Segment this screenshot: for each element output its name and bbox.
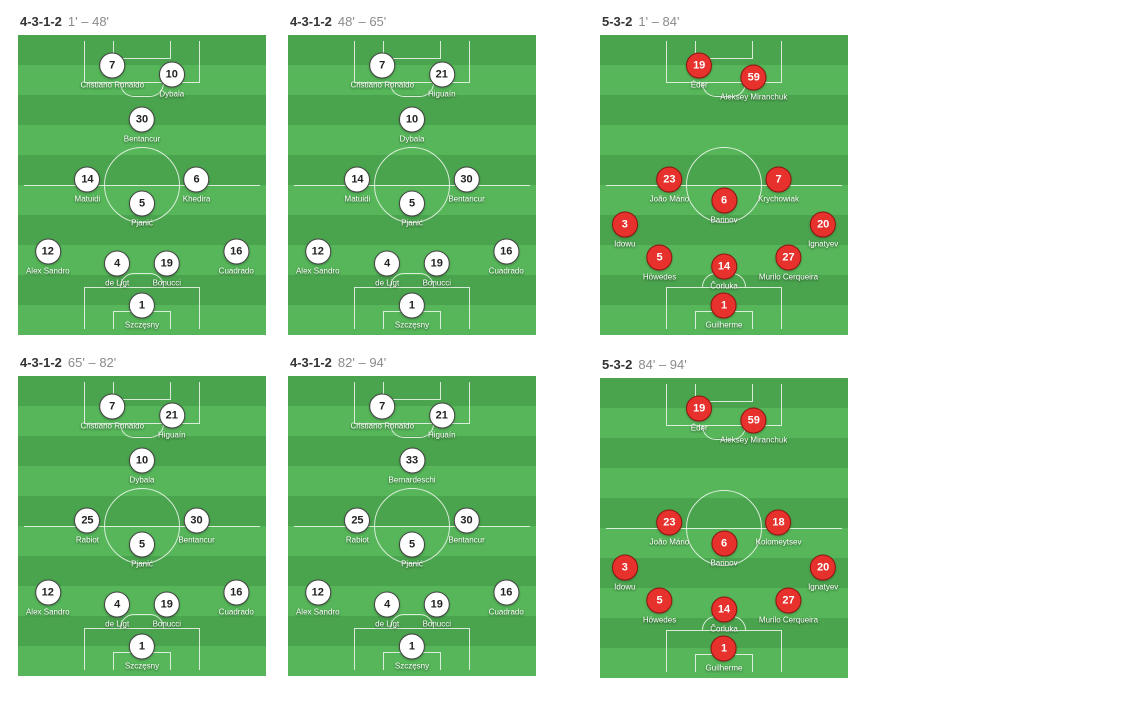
lineup-header: 4-3-1-2 82' – 94' xyxy=(288,355,536,370)
pitch: 7Cristiano Ronaldo21Higuaín10Dybala14Mat… xyxy=(288,35,536,335)
formation-label: 5-3-2 xyxy=(602,357,632,372)
time-range-label: 1' – 48' xyxy=(68,14,109,29)
pitch: 19Éder59Aleksey Miranchuk23João Mário7Kr… xyxy=(600,35,848,335)
lineup-card: 4-3-1-2 82' – 94' 7Cristiano Ronaldo21Hig… xyxy=(288,355,536,678)
lineup-header: 4-3-1-2 48' – 65' xyxy=(288,14,536,29)
formation-label: 4-3-1-2 xyxy=(20,355,62,370)
lineup-header: 4-3-1-2 65' – 82' xyxy=(18,355,266,370)
team-right-lineups: 5-3-2 1' – 84' 19Éder59Aleksey Miranchuk2… xyxy=(600,14,1100,678)
pitch: 19Éder59Aleksey Miranchuk23João Mário18K… xyxy=(600,378,848,678)
time-range-label: 82' – 94' xyxy=(338,355,386,370)
time-range-label: 65' – 82' xyxy=(68,355,116,370)
lineup-card: 5-3-2 84' – 94' 19Éder59Aleksey Miranchuk… xyxy=(600,357,848,678)
time-range-label: 48' – 65' xyxy=(338,14,386,29)
formation-label: 4-3-1-2 xyxy=(290,355,332,370)
lineup-card: 5-3-2 1' – 84' 19Éder59Aleksey Miranchuk2… xyxy=(600,14,848,335)
lineup-header: 5-3-2 1' – 84' xyxy=(600,14,848,29)
lineup-grid: 4-3-1-2 1' – 48' 7Cristiano Ronaldo10Dyba… xyxy=(18,14,1118,678)
time-range-label: 84' – 94' xyxy=(638,357,686,372)
pitch: 7Cristiano Ronaldo21Higuaín10Dybala25Rab… xyxy=(18,376,266,676)
formation-label: 5-3-2 xyxy=(602,14,632,29)
lineup-card: 4-3-1-2 65' – 82' 7Cristiano Ronaldo21Hig… xyxy=(18,355,266,678)
lineup-header: 4-3-1-2 1' – 48' xyxy=(18,14,266,29)
lineup-card: 4-3-1-2 1' – 48' 7Cristiano Ronaldo10Dyba… xyxy=(18,14,266,337)
pitch: 7Cristiano Ronaldo21Higuaín33Bernardesch… xyxy=(288,376,536,676)
pitch: 7Cristiano Ronaldo10Dybala30Bentancur14M… xyxy=(18,35,266,335)
formation-label: 4-3-1-2 xyxy=(290,14,332,29)
formation-label: 4-3-1-2 xyxy=(20,14,62,29)
team-left-lineups: 4-3-1-2 1' – 48' 7Cristiano Ronaldo10Dyba… xyxy=(18,14,578,678)
time-range-label: 1' – 84' xyxy=(638,14,679,29)
lineup-header: 5-3-2 84' – 94' xyxy=(600,357,848,372)
lineup-card: 4-3-1-2 48' – 65' 7Cristiano Ronaldo21Hig… xyxy=(288,14,536,337)
